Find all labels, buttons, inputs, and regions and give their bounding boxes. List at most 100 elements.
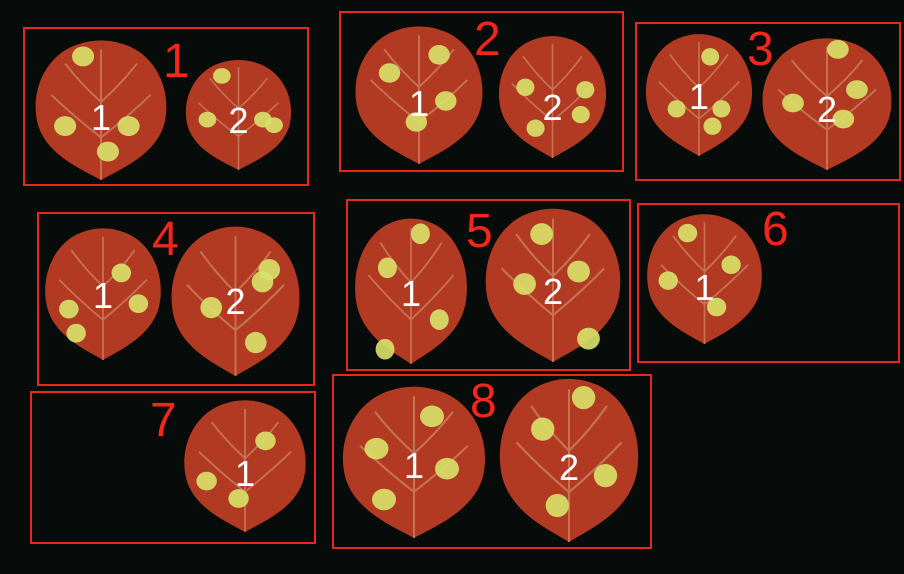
lesion-spot xyxy=(420,405,444,428)
lesion-spot xyxy=(196,471,217,491)
lesion-spot xyxy=(111,263,132,283)
group-5-frame xyxy=(346,199,631,371)
leaf-shape xyxy=(762,38,892,170)
lesion-spot xyxy=(706,297,727,317)
lesion-spot xyxy=(364,437,389,460)
lesion-spot xyxy=(212,68,231,84)
leaf-label: 1 xyxy=(688,76,710,117)
group-1-frame xyxy=(23,27,309,186)
leaf-shape xyxy=(499,378,639,542)
lesion-spot xyxy=(545,493,569,518)
group-number: 4 xyxy=(152,213,179,266)
leaf: 2 xyxy=(759,36,895,170)
leaf: 2 xyxy=(496,34,609,158)
lesion-spot xyxy=(377,257,397,279)
leaf-label: 1 xyxy=(234,453,256,494)
group-number: 2 xyxy=(474,13,501,66)
lesion-spot xyxy=(513,273,536,295)
leaf: 2 xyxy=(168,224,303,376)
lesion-spot xyxy=(66,323,86,343)
lesion-spot xyxy=(200,296,222,319)
leaf: 1 xyxy=(643,32,755,156)
lesion-spot xyxy=(658,271,678,290)
leaf: 1 xyxy=(352,216,470,364)
leaf: 2 xyxy=(183,58,294,170)
lesion-spot xyxy=(54,116,77,136)
group-8-frame xyxy=(332,374,652,549)
leaf-label: 1 xyxy=(90,97,112,138)
group-number: 6 xyxy=(762,203,789,256)
lesion-spot xyxy=(72,46,95,67)
leaf-shape xyxy=(498,36,607,158)
lesion-spot xyxy=(721,255,741,275)
lesion-spot xyxy=(96,141,119,162)
lesion-spot xyxy=(677,223,698,243)
leaf: 1 xyxy=(32,38,170,180)
group-4-frame xyxy=(37,212,315,386)
leaf-label: 1 xyxy=(403,445,425,486)
lesion-spot xyxy=(782,93,804,113)
lesion-spot xyxy=(228,489,249,508)
leaf-shape xyxy=(171,226,300,376)
leaf: 1 xyxy=(352,24,486,165)
leaf: 1 xyxy=(181,398,309,532)
lesion-spot xyxy=(435,91,457,111)
leaf-label: 1 xyxy=(408,83,430,124)
lesion-spot xyxy=(375,338,395,360)
leaf-shape xyxy=(355,26,483,165)
lesion-spot xyxy=(117,116,140,136)
lesion-spot xyxy=(667,100,686,118)
lesion-spot xyxy=(846,80,868,99)
lesion-spot xyxy=(128,294,149,314)
lesion-spot xyxy=(435,457,459,480)
group-number: 1 xyxy=(163,35,190,88)
group-number: 8 xyxy=(470,375,497,428)
group-number: 7 xyxy=(150,394,177,447)
lesion-spot xyxy=(255,431,276,451)
lesion-spot xyxy=(411,223,430,245)
lesion-spot xyxy=(577,327,600,350)
leaf-shape xyxy=(35,40,167,180)
lesion-spot xyxy=(378,63,401,83)
lesion-spot xyxy=(531,417,555,441)
lesion-spot xyxy=(576,81,595,99)
leaf-label: 2 xyxy=(228,100,249,141)
lesion-spot xyxy=(530,223,553,245)
leaf: 2 xyxy=(496,376,642,542)
lesion-spot xyxy=(405,112,428,132)
leaf-shape xyxy=(184,400,306,532)
group-6-frame xyxy=(637,203,900,363)
leaf-label: 2 xyxy=(542,271,564,312)
lesion-spot xyxy=(265,117,283,134)
leaf-shape xyxy=(645,34,753,156)
lesion-spot xyxy=(372,488,396,511)
leaf: 1 xyxy=(644,212,765,344)
leaf: 1 xyxy=(339,384,489,538)
lesion-spot xyxy=(571,105,590,124)
lesion-spot xyxy=(567,260,590,283)
lesion-spot xyxy=(258,258,281,281)
lesion-spot xyxy=(526,119,545,137)
leaf-shape xyxy=(647,214,762,344)
leaf-label: 2 xyxy=(816,89,838,130)
leaf-label: 1 xyxy=(694,267,715,308)
leaf: 2 xyxy=(482,206,624,362)
lesion-spot xyxy=(429,309,449,330)
leaf-shape xyxy=(485,208,621,362)
lesion-spot xyxy=(703,117,722,135)
leaf-label: 2 xyxy=(558,447,580,488)
lesion-spot xyxy=(701,48,720,66)
leaf-shape xyxy=(45,228,161,360)
leaf-shape xyxy=(185,59,292,170)
lesion-spot xyxy=(827,40,849,59)
leaf-shape xyxy=(342,386,486,538)
lesion-spot xyxy=(593,463,618,488)
leaf-shape xyxy=(355,218,467,364)
lesion-spot xyxy=(198,111,217,128)
lesion-spot xyxy=(516,78,535,96)
leaf-label: 1 xyxy=(400,273,422,314)
lesion-spot xyxy=(428,45,450,65)
group-number: 5 xyxy=(466,205,493,258)
lesion-spot xyxy=(244,331,267,354)
